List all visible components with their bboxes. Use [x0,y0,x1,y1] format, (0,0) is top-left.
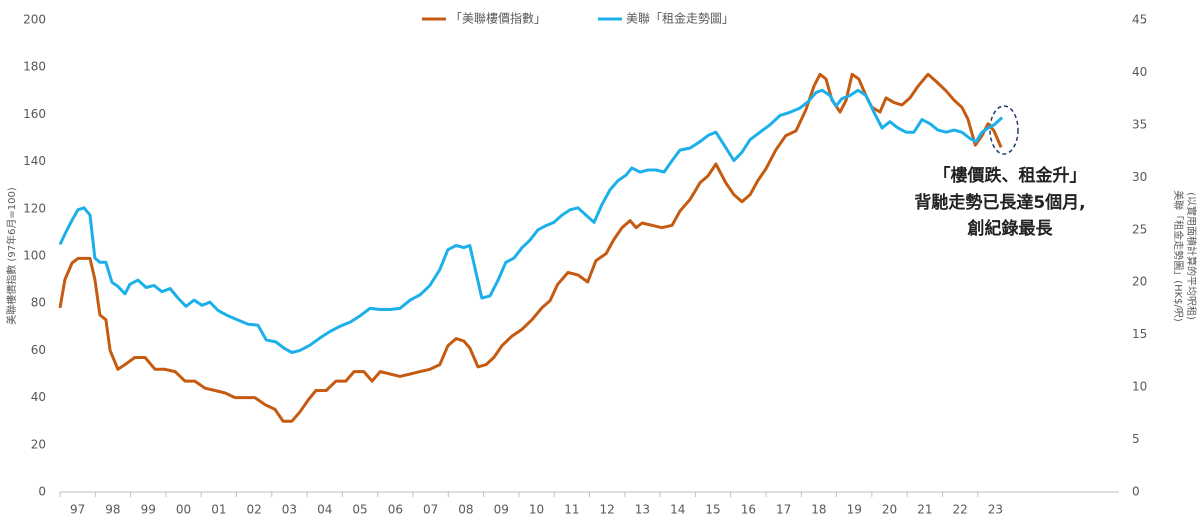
series-line [58,72,1003,423]
y-tick-label: 200 [23,13,46,27]
y2-axis-title: 美聯「租金走勢圖」(HK$/呎) [1172,190,1185,322]
x-tick-label: 15 [705,503,720,517]
y2-axis-note: (以實用面積計算的平均呎租) [1185,192,1198,320]
x-tick-label: 23 [988,503,1003,517]
y-tick-label: 40 [31,390,46,404]
y-tick-label: 60 [31,343,46,357]
annotation: 背馳走勢已長達5個月, [914,192,1085,213]
y-tick-label: 120 [23,201,46,215]
legend-label: 「美聯樓價指數」 [450,11,546,26]
x-tick-label: 97 [70,503,85,517]
y2-tick-label: 25 [1132,222,1147,236]
y2-tick-label: 45 [1132,13,1147,27]
x-tick-label: 03 [282,503,297,517]
x-tick-label: 99 [141,503,156,517]
annotation: 創紀錄最長 [967,218,1054,239]
y2-tick-label: 20 [1132,275,1147,289]
y-axis-title: 美聯樓價指數 (97年6月=100) [5,187,18,325]
x-tick-label: 09 [494,503,509,517]
x-tick-label: 01 [211,503,226,517]
x-tick-label: 16 [741,503,756,517]
x-tick-label: 13 [635,503,650,517]
x-tick-label: 17 [776,503,791,517]
legend-label: 美聯「租金走勢圖」 [626,11,734,26]
x-tick-label: 98 [105,503,120,517]
x-tick-label: 20 [882,503,897,517]
y-tick-label: 0 [38,485,46,499]
highlight-ellipse [989,105,1019,155]
y2-tick-label: 15 [1132,327,1147,341]
x-tick-label: 00 [176,503,191,517]
y-tick-label: 20 [31,437,46,451]
y-tick-label: 160 [23,107,46,121]
y2-tick-label: 10 [1132,380,1147,394]
x-tick-label: 10 [529,503,544,517]
y-tick-label: 140 [23,154,46,168]
y-tick-label: 80 [31,296,46,310]
x-tick-label: 19 [847,503,862,517]
x-tick-label: 06 [388,503,403,517]
y2-tick-label: 40 [1132,65,1147,79]
annotation: 「樓價跌、租金升」 [934,165,1087,186]
y-tick-label: 180 [23,60,46,74]
y2-tick-label: 0 [1132,485,1140,499]
y2-tick-label: 30 [1132,170,1147,184]
y2-tick-label: 5 [1132,432,1140,446]
x-tick-label: 22 [953,503,968,517]
x-tick-label: 11 [564,503,579,517]
series-line [58,88,1004,354]
x-tick-label: 12 [600,503,615,517]
y2-tick-label: 35 [1132,117,1147,131]
x-tick-label: 07 [423,503,438,517]
x-tick-label: 21 [917,503,932,517]
x-tick-label: 14 [670,503,685,517]
y-tick-label: 100 [23,249,46,263]
x-tick-label: 08 [458,503,473,517]
x-tick-label: 18 [811,503,826,517]
x-tick-label: 02 [247,503,262,517]
x-tick-label: 04 [317,503,332,517]
x-tick-label: 05 [352,503,367,517]
